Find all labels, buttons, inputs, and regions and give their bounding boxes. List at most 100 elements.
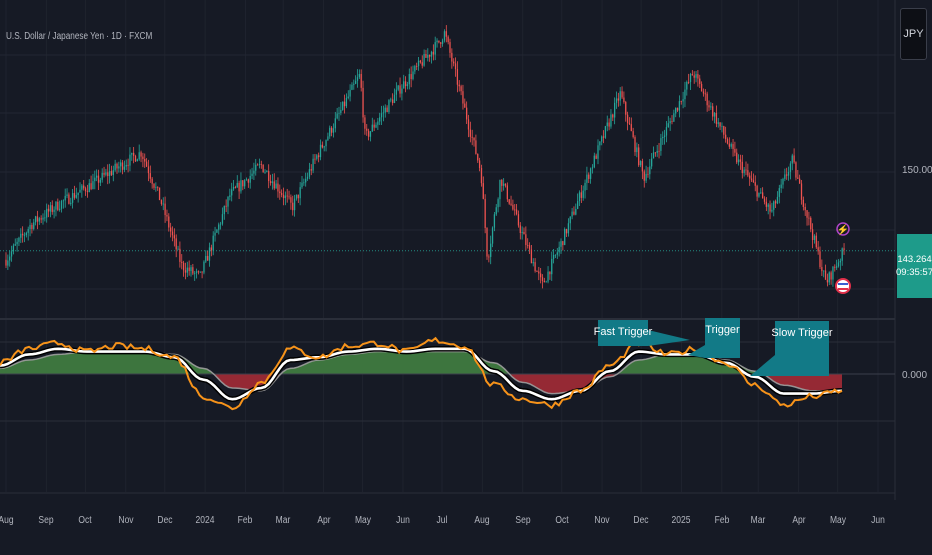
candle-body: [573, 211, 575, 215]
candle-body: [760, 192, 762, 194]
candle-body: [621, 91, 623, 98]
candle-body: [634, 137, 636, 153]
candle-body: [506, 185, 508, 200]
candle-body: [366, 128, 368, 131]
candle-body: [454, 63, 457, 70]
candle-body: [538, 271, 540, 274]
candle-body: [59, 208, 61, 210]
candle-body: [460, 86, 462, 92]
candle-body: [99, 179, 101, 183]
candle-body: [497, 199, 499, 208]
candle-body: [36, 216, 39, 222]
candle-body: [64, 195, 66, 201]
candle-body: [273, 181, 275, 189]
candle-body: [486, 228, 488, 257]
candle-body: [708, 105, 710, 108]
candle-body: [604, 126, 607, 138]
candle-body: [832, 266, 834, 280]
candle-body: [127, 164, 129, 166]
candle-body: [190, 267, 192, 272]
candle-body: [514, 209, 516, 211]
candle-body: [702, 91, 705, 94]
time-axis-label: Apr: [316, 515, 331, 526]
candle-body: [747, 170, 749, 176]
candle-body: [101, 172, 103, 180]
time-axis-label: Aug: [0, 515, 14, 526]
currency-button[interactable]: JPY: [900, 8, 927, 60]
candle-body: [787, 171, 790, 176]
candle-body: [371, 124, 373, 132]
candle-body: [136, 159, 138, 162]
candle-body: [811, 229, 814, 241]
candle-body: [575, 208, 577, 215]
candle-body: [134, 155, 137, 162]
candle-body: [706, 93, 708, 106]
candle-body: [547, 271, 549, 282]
candle-body: [656, 150, 658, 153]
candle-body: [776, 196, 779, 204]
candle-body: [338, 112, 340, 114]
candle-body: [813, 235, 816, 241]
bar-countdown: 09:35:57: [896, 267, 932, 278]
candle-body: [636, 147, 638, 153]
chart-title: U.S. Dollar / Japanese Yen · 1D · FXCM: [6, 31, 153, 42]
candle-body: [25, 232, 27, 235]
candle-body: [528, 245, 531, 250]
candle-body: [77, 192, 79, 196]
candle-body: [515, 209, 518, 215]
candle-body: [808, 217, 810, 219]
candle-body: [689, 74, 692, 83]
candle-body: [79, 189, 81, 193]
candle-body: [179, 248, 181, 262]
candle-body: [216, 229, 218, 233]
candle-body: [589, 168, 592, 179]
candle-body: [269, 181, 272, 184]
time-axis-label: Sep: [38, 515, 54, 526]
candle-body: [602, 136, 605, 138]
candle-body: [693, 75, 695, 78]
candle-body: [192, 267, 194, 274]
candle-body: [458, 84, 460, 87]
candle-body: [749, 175, 751, 179]
candle-body: [582, 190, 584, 198]
label-trigger: Trigger: [705, 324, 740, 336]
candle-body: [406, 84, 409, 87]
candle-body: [182, 262, 185, 271]
candle-body: [510, 203, 512, 205]
candle-body: [495, 207, 497, 215]
candle-body: [34, 216, 37, 223]
candle-body: [440, 42, 442, 44]
candle-body: [306, 176, 309, 179]
candle-body: [421, 62, 423, 66]
candle-body: [279, 191, 281, 194]
candle-body: [236, 182, 238, 188]
candle-body: [325, 140, 327, 147]
candle-body: [244, 180, 246, 187]
candle-body: [375, 124, 377, 128]
candle-body: [293, 198, 296, 211]
candle-body: [549, 271, 551, 275]
candle-body: [425, 53, 427, 58]
candle-body: [682, 99, 684, 102]
candle-body: [569, 216, 571, 224]
candle-body: [469, 129, 471, 137]
candle-body: [131, 152, 133, 155]
candle-body: [142, 156, 144, 160]
candle-body: [416, 66, 418, 67]
candle-body: [471, 136, 473, 138]
candle-body: [741, 161, 743, 174]
candle-body: [90, 183, 92, 190]
candle-body: [404, 81, 407, 87]
candle-body: [295, 194, 298, 199]
candle-body: [414, 66, 416, 72]
candle-body: [205, 255, 207, 262]
candle-body: [256, 164, 259, 166]
candle-body: [743, 169, 745, 174]
bolt-icon: ⚡: [837, 223, 849, 236]
candle-body: [617, 98, 619, 101]
candle-body: [591, 167, 594, 169]
candle-body: [288, 196, 290, 198]
candle-body: [652, 152, 655, 159]
